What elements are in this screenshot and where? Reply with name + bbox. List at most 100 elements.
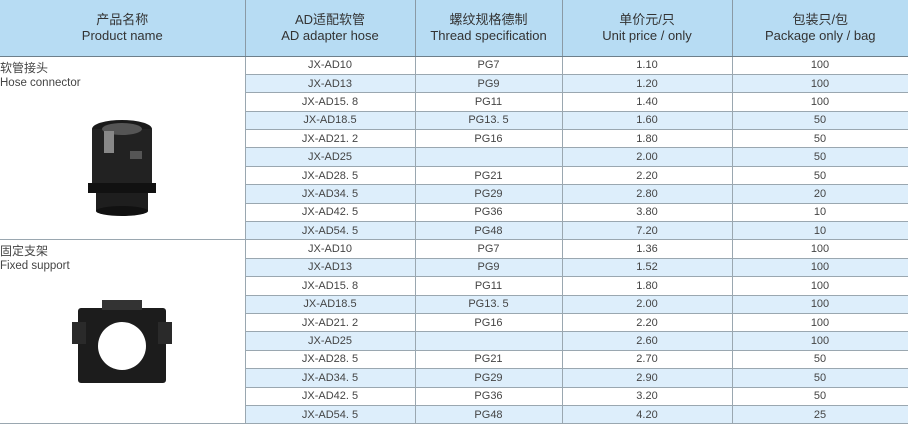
thread-cell: PG13. 5 [414, 110, 563, 131]
header-en: AD adapter hose [281, 27, 379, 43]
package-cell: 100 [731, 294, 908, 314]
thread-cell: PG16 [414, 129, 563, 149]
package-cell: 100 [731, 257, 908, 278]
table-row: JX-AD42. 5 PG36 3.20 50 [0, 386, 908, 406]
package-cell: 50 [731, 386, 908, 406]
header-zh: 包装只/包 [792, 11, 849, 27]
table-row: JX-AD34. 5 PG29 2.90 50 [0, 368, 908, 388]
price-cell: 2.90 [561, 368, 733, 388]
model-cell: JX-AD15. 8 [244, 276, 416, 296]
table-row: JX-AD13 PG9 1.52 100 [0, 257, 908, 278]
package-cell: 50 [731, 110, 908, 131]
product-cell: 软管接头 Hose connector [0, 55, 246, 241]
price-cell: 2.00 [561, 147, 733, 167]
thread-cell: PG29 [414, 184, 563, 204]
package-cell: 20 [731, 184, 908, 204]
header-en: Thread specification [430, 27, 547, 43]
header-en: Unit price / only [602, 27, 692, 43]
product-name-en: Fixed support [0, 260, 70, 273]
package-cell: 100 [731, 276, 908, 296]
header-zh: 单价元/只 [619, 11, 675, 27]
price-cell: 1.10 [561, 55, 733, 75]
package-cell: 100 [731, 312, 908, 333]
thread-cell [414, 147, 563, 167]
table-row: JX-AD54. 5 PG48 4.20 25 [0, 404, 908, 424]
model-cell: JX-AD25 [244, 147, 416, 167]
model-cell: JX-AD54. 5 [244, 221, 416, 241]
model-cell: JX-AD42. 5 [244, 386, 416, 406]
model-cell: JX-AD10 [244, 239, 416, 259]
model-cell: JX-AD13 [244, 257, 416, 278]
fixed-support-photo [72, 300, 173, 384]
package-cell: 100 [731, 92, 908, 112]
model-cell: JX-AD10 [244, 55, 416, 75]
thread-cell: PG11 [414, 92, 563, 112]
price-cell: 3.80 [561, 202, 733, 223]
thread-cell: PG48 [414, 221, 563, 241]
header-adapter-hose: AD适配软管 AD adapter hose [244, 0, 415, 57]
thread-cell: PG29 [414, 368, 563, 388]
product-name-zh: 软管接头 [0, 60, 49, 75]
price-cell: 2.00 [561, 294, 733, 314]
thread-cell: PG7 [414, 239, 563, 259]
model-cell: JX-AD13 [244, 73, 416, 94]
table-row: JX-AD21. 2 PG16 2.20 100 [0, 312, 908, 333]
model-cell: JX-AD18.5 [244, 110, 416, 131]
hose-connector-photo [88, 119, 157, 216]
price-cell: 2.60 [561, 331, 733, 351]
price-cell: 3.20 [561, 386, 733, 406]
product-name-en: Hose connector [0, 76, 81, 89]
package-cell: 100 [731, 55, 908, 75]
price-cell: 2.20 [561, 165, 733, 186]
price-cell: 1.20 [561, 73, 733, 94]
thread-cell: PG7 [414, 55, 563, 75]
header-en: Product name [81, 27, 163, 43]
price-cell: 1.80 [561, 129, 733, 149]
price-cell: 2.20 [561, 312, 733, 333]
package-cell: 50 [731, 147, 908, 167]
header-zh: 螺纹规格德制 [449, 11, 528, 27]
header-unit-price: 单价元/只 Unit price / only [561, 0, 732, 57]
thread-cell: PG9 [414, 73, 563, 94]
header-zh: AD适配软管 [294, 11, 366, 27]
price-cell: 1.60 [561, 110, 733, 131]
table-row: JX-AD15. 8 PG11 1.40 100 [0, 92, 908, 112]
model-cell: JX-AD18.5 [244, 294, 416, 314]
model-cell: JX-AD42. 5 [244, 202, 416, 223]
header-package: 包装只/包 Package only / bag [731, 0, 908, 57]
package-cell: 10 [731, 221, 908, 241]
package-cell: 50 [731, 129, 908, 149]
package-cell: 100 [731, 239, 908, 259]
model-cell: JX-AD54. 5 [244, 404, 416, 424]
table-row: JX-AD18.5 PG13. 5 1.60 50 [0, 110, 908, 131]
thread-cell: PG11 [414, 276, 563, 296]
model-cell: JX-AD21. 2 [244, 312, 416, 333]
thread-cell: PG9 [414, 257, 563, 278]
thread-cell: PG16 [414, 312, 563, 333]
table-row: JX-AD21. 2 PG16 1.80 50 [0, 129, 908, 149]
package-cell: 50 [731, 165, 908, 186]
product-cell: 固定支架 Fixed support [0, 239, 246, 424]
thread-cell: PG36 [414, 386, 563, 406]
price-cell: 1.36 [561, 239, 733, 259]
thread-cell: PG21 [414, 165, 563, 186]
price-cell: 1.40 [561, 92, 733, 112]
price-cell: 1.52 [561, 257, 733, 278]
package-cell: 10 [731, 202, 908, 223]
table-row: 软管接头 Hose connector JX-AD10 PG7 1.10 100 [0, 55, 908, 241]
header-zh: 产品名称 [96, 11, 149, 27]
table-row: JX-AD25 2.60 100 [0, 331, 908, 351]
model-cell: JX-AD34. 5 [244, 368, 416, 388]
model-cell: JX-AD21. 2 [244, 129, 416, 149]
table-row: JX-AD54. 5 PG48 7.20 10 [0, 221, 908, 241]
price-cell: 4.20 [561, 404, 733, 424]
table-row: JX-AD25 2.00 50 [0, 147, 908, 167]
price-cell: 7.20 [561, 221, 733, 241]
price-cell: 2.80 [561, 184, 733, 204]
model-cell: JX-AD15. 8 [244, 92, 416, 112]
product-name-zh: 固定支架 [0, 244, 49, 259]
package-cell: 100 [731, 331, 908, 351]
header-product-name: 产品名称 Product name [0, 0, 245, 57]
model-cell: JX-AD28. 5 [244, 165, 416, 186]
